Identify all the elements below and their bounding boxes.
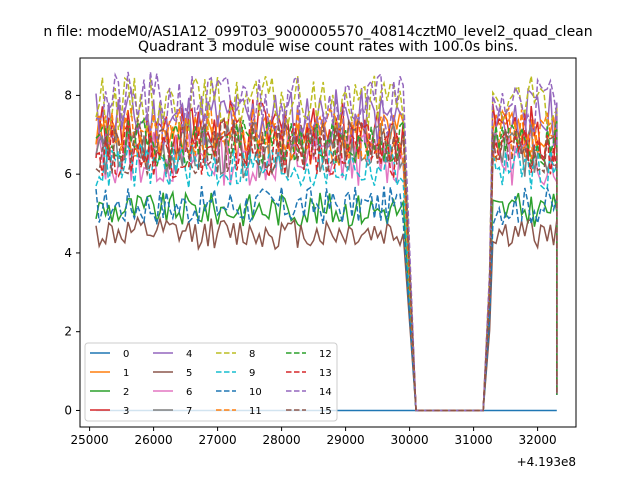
x-tick-label: 25000 bbox=[71, 433, 109, 447]
series-line-14 bbox=[95, 71, 558, 412]
x-tick-label: 29000 bbox=[327, 433, 365, 447]
legend-label-9: 9 bbox=[249, 368, 255, 379]
series-line-15 bbox=[95, 116, 558, 412]
series-lines bbox=[95, 71, 558, 412]
y-tick-label: 2 bbox=[64, 325, 72, 339]
series-line-5 bbox=[95, 215, 558, 412]
series-line-12 bbox=[95, 117, 558, 412]
legend-label-6: 6 bbox=[186, 387, 192, 398]
series-line-9 bbox=[95, 141, 558, 412]
x-tick-label: 32000 bbox=[519, 433, 557, 447]
legend-label-7: 7 bbox=[186, 406, 192, 417]
series-line-2 bbox=[95, 189, 558, 412]
legend-label-14: 14 bbox=[319, 387, 332, 398]
legend-label-2: 2 bbox=[123, 387, 129, 398]
series-line-13 bbox=[95, 121, 558, 412]
series-line-8 bbox=[95, 75, 558, 412]
legend-label-8: 8 bbox=[249, 349, 255, 360]
legend-label-5: 5 bbox=[186, 368, 192, 379]
legend-label-1: 1 bbox=[123, 368, 129, 379]
legend-label-3: 3 bbox=[123, 406, 129, 417]
figure-suptitle: n file: modeM0/AS1A12_099T03_9000005570_… bbox=[43, 24, 592, 40]
x-axis-offset-label: +4.193e8 bbox=[517, 455, 576, 469]
x-tick-label: 30000 bbox=[391, 433, 429, 447]
x-tick-label: 26000 bbox=[135, 433, 173, 447]
plot-frame bbox=[79, 57, 577, 428]
legend-label-13: 13 bbox=[319, 368, 332, 379]
y-tick-label: 4 bbox=[64, 246, 72, 260]
legend-label-0: 0 bbox=[123, 349, 129, 360]
legend-label-15: 15 bbox=[319, 406, 332, 417]
y-tick-label: 0 bbox=[64, 403, 72, 417]
legend-box bbox=[84, 342, 338, 422]
legend-label-10: 10 bbox=[249, 387, 262, 398]
series-line-10 bbox=[95, 186, 558, 412]
x-axis: 25000 26000 27000 28000 29000 30000 31000 32000 bbox=[71, 427, 557, 447]
y-axis: 0 2 4 6 8 bbox=[64, 88, 80, 417]
y-tick-label: 8 bbox=[64, 88, 72, 102]
chart-title: Quadrant 3 module wise count rates with … bbox=[138, 39, 518, 55]
legend-label-12: 12 bbox=[319, 349, 332, 360]
x-tick-label: 28000 bbox=[263, 433, 301, 447]
x-tick-label: 27000 bbox=[199, 433, 237, 447]
x-tick-label: 31000 bbox=[455, 433, 493, 447]
y-tick-label: 6 bbox=[64, 167, 72, 181]
legend-label-4: 4 bbox=[186, 349, 192, 360]
legend-label-11: 11 bbox=[249, 406, 262, 417]
